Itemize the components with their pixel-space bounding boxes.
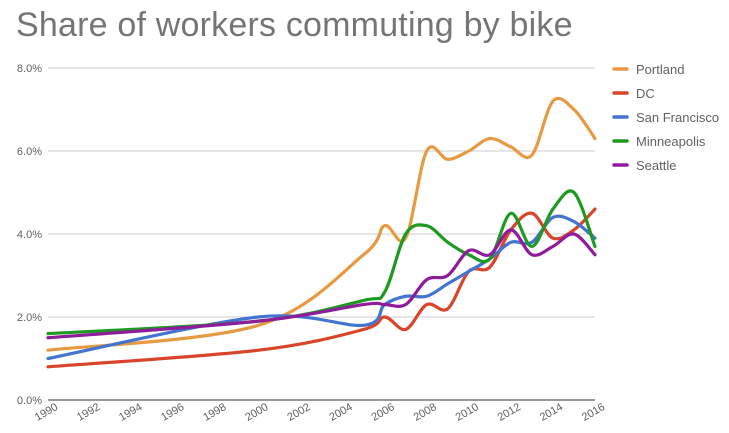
x-tick-label: 1992 [75,401,102,424]
x-tick-label: 2012 [496,401,523,424]
x-tick-label: 2010 [454,401,481,424]
legend-label-minneapolis: Minneapolis [636,134,706,149]
series-line-seattle [46,228,597,340]
y-tick-label: 0.0% [17,395,42,407]
y-tick-label: 4.0% [17,229,42,241]
legend-label-dc: DC [636,86,655,101]
y-axis-ticks: 0.0% 2.0% 4.0% 6.0% 8.0% [17,63,42,407]
x-axis-ticks: 1990 1992 1994 1996 1998 2000 2002 2004 2006 2008… [33,401,607,424]
legend-label-seattle: Seattle [636,158,676,173]
x-tick-label: 2014 [538,401,565,424]
x-tick-label: 2016 [580,401,607,424]
legend-label-san-francisco: San Francisco [636,110,719,125]
y-tick-label: 8.0% [17,63,42,75]
x-tick-label: 2008 [412,401,439,424]
x-tick-label: 2006 [370,401,397,424]
series-lines [46,96,597,369]
x-tick-label: 1998 [201,401,228,424]
legend: Portland DC San Francisco Minneapolis Seattl… [612,62,719,173]
x-tick-label: 1994 [117,401,144,424]
series-line-dc [46,207,597,369]
x-tick-label: 2004 [327,401,354,424]
x-tick-label: 1996 [159,401,186,424]
y-tick-label: 6.0% [17,146,42,158]
series-line-portland [46,96,597,352]
y-tick-label: 2.0% [17,312,42,324]
legend-label-portland: Portland [636,62,684,77]
x-tick-label: 2002 [285,401,312,424]
chart-title: Share of workers commuting by bike [16,6,573,44]
series-line-san-francisco [46,214,597,361]
x-tick-label: 2000 [243,401,270,424]
gridlines [48,67,595,401]
